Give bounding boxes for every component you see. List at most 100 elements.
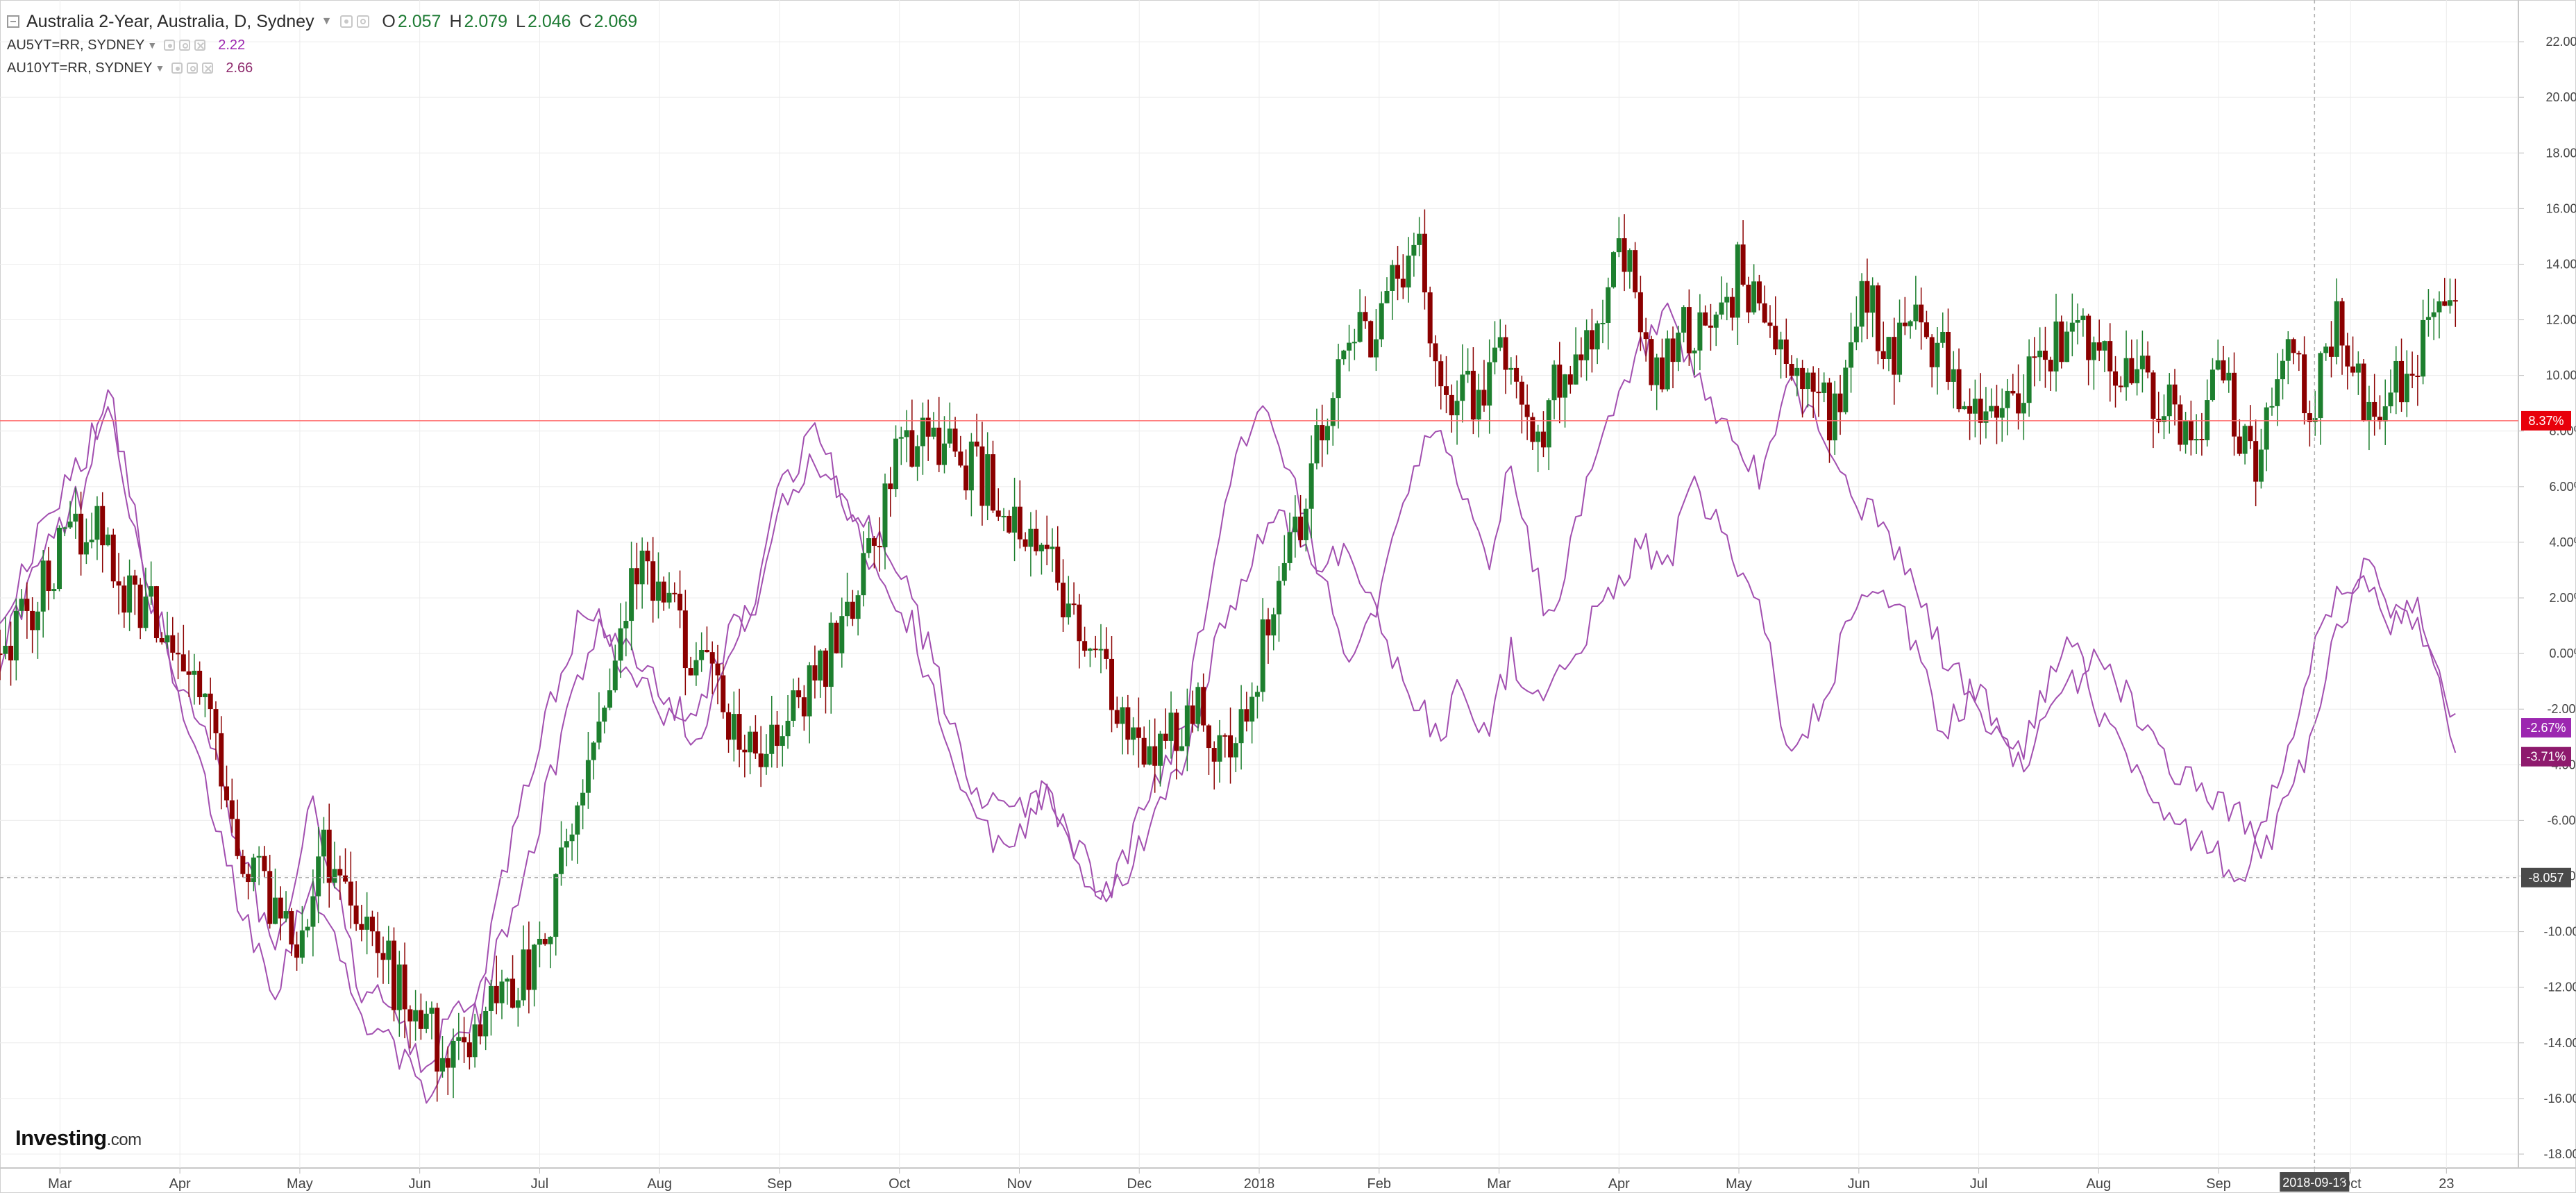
candle-body [742,749,748,753]
candle-body [2139,356,2145,369]
candle-body [1287,532,1293,563]
collapse-icon[interactable] [7,15,19,28]
candle-body [2080,315,2086,321]
candle-body [24,599,30,611]
candle-body [2291,339,2296,353]
candle-body [2285,339,2291,361]
candle-body [1125,707,1131,740]
candle-body [1497,337,1503,348]
candle-body [2280,360,2286,380]
candle-body [1082,641,1088,651]
x-tick-label: Nov [1007,1176,1032,1192]
candle-body [1821,382,1827,393]
candle-body [1050,547,1055,549]
candle-body [958,451,963,466]
eye-icon[interactable] [340,15,353,28]
candle-body [386,940,392,960]
candle-body [2264,407,2269,450]
candle-body [1308,463,1314,509]
candle-body [2053,322,2059,372]
candle-body [1400,278,1406,287]
candle-body [1978,399,1983,423]
gear-icon[interactable] [179,39,191,51]
x-tick-label: 2018 [1244,1176,1275,1192]
gear-icon[interactable] [357,15,370,28]
candle-body [8,645,14,661]
candle-body [116,581,121,586]
chevron-down-icon[interactable]: ▼ [321,15,332,27]
eye-icon[interactable] [164,39,176,51]
candle-body [807,665,812,717]
candle-body [159,637,165,643]
candle-body [515,1000,521,1008]
candle-body [105,534,110,546]
candle-body [2425,317,2431,320]
x-tick-label: Oct [2340,1176,2362,1192]
candle-body [2431,312,2436,317]
candle-body [542,938,548,944]
candle-body [968,441,974,491]
candle-body [2312,418,2318,422]
candle-body [2075,320,2080,323]
candle-body [1395,265,1401,279]
close-icon[interactable] [194,39,206,51]
y-tick-label: -2.00% [2547,702,2576,716]
candle-body [1584,330,1590,360]
candle-body [1433,343,1438,362]
legend-series-row-10y[interactable]: AU10YT=RR, SYDNEY ▼ 2.66 [7,56,637,79]
chevron-down-icon[interactable]: ▼ [155,62,165,74]
eye-icon[interactable] [171,62,183,74]
legend-main-row[interactable]: Australia 2-Year, Australia, D, Sydney ▼… [7,10,637,33]
legend-symbol-title[interactable]: Australia 2-Year, Australia, D, Sydney [26,11,314,31]
candle-body [2205,400,2210,440]
series-line [0,302,2457,1104]
candle-body [392,940,397,1010]
candle-body [294,944,300,958]
candle-body [483,1010,489,1037]
chart-legend: Australia 2-Year, Australia, D, Sydney ▼… [7,10,637,79]
candle-body [2339,301,2345,346]
candle-body [2372,401,2377,417]
candle-body [1201,687,1206,726]
candle-body [3,645,8,654]
candle-body [1211,748,1217,762]
close-icon[interactable] [202,62,214,74]
candle-body [752,731,758,754]
x-tick-label: 23 [2439,1176,2454,1192]
candle-body [1017,506,1022,540]
candle-body [1190,705,1195,724]
candle-body [1773,326,1778,350]
candle-body [1810,372,1816,392]
legend-series-row-5y[interactable]: AU5YT=RR, SYDNEY ▼ 2.22 [7,33,637,56]
candle-body [2226,372,2232,381]
chevron-down-icon[interactable]: ▼ [147,39,158,51]
candle-body [1864,281,1870,313]
series-label-10y[interactable]: AU10YT=RR, SYDNEY [7,60,153,76]
candle-body [1902,322,1908,326]
candle-body [1923,322,1929,337]
candle-body [1800,367,1805,390]
candle-body [332,869,337,883]
candle-body [650,561,656,601]
candle-body [1368,321,1374,358]
series-label-5y[interactable]: AU5YT=RR, SYDNEY [7,37,145,53]
candle-body [936,427,942,465]
x-axis[interactable]: Mar Apr May Jun Jul Aug Sep Oct Nov Dec 2018 Feb Mar… [48,1168,2454,1192]
candle-body [564,841,569,848]
candle-body [2350,366,2356,373]
candle-body [1044,544,1050,549]
candle-body [1519,381,1524,405]
candle-body [2161,416,2166,422]
candle-body [888,483,893,490]
gear-icon[interactable] [187,62,199,74]
y-axis[interactable]: 22.00% 20.00% 18.00% 16.00% 14.00% 12.00% 10.0… [2518,35,2576,1161]
candle-body [575,805,580,835]
candle-body [1567,374,1573,385]
candle-body [1643,332,1649,340]
x-tick-label: Jul [1970,1176,1988,1192]
candle-body [1411,244,1417,256]
candle-body [677,594,683,611]
investing-logo[interactable]: Investing.com [15,1126,142,1151]
candle-body [1503,337,1508,370]
